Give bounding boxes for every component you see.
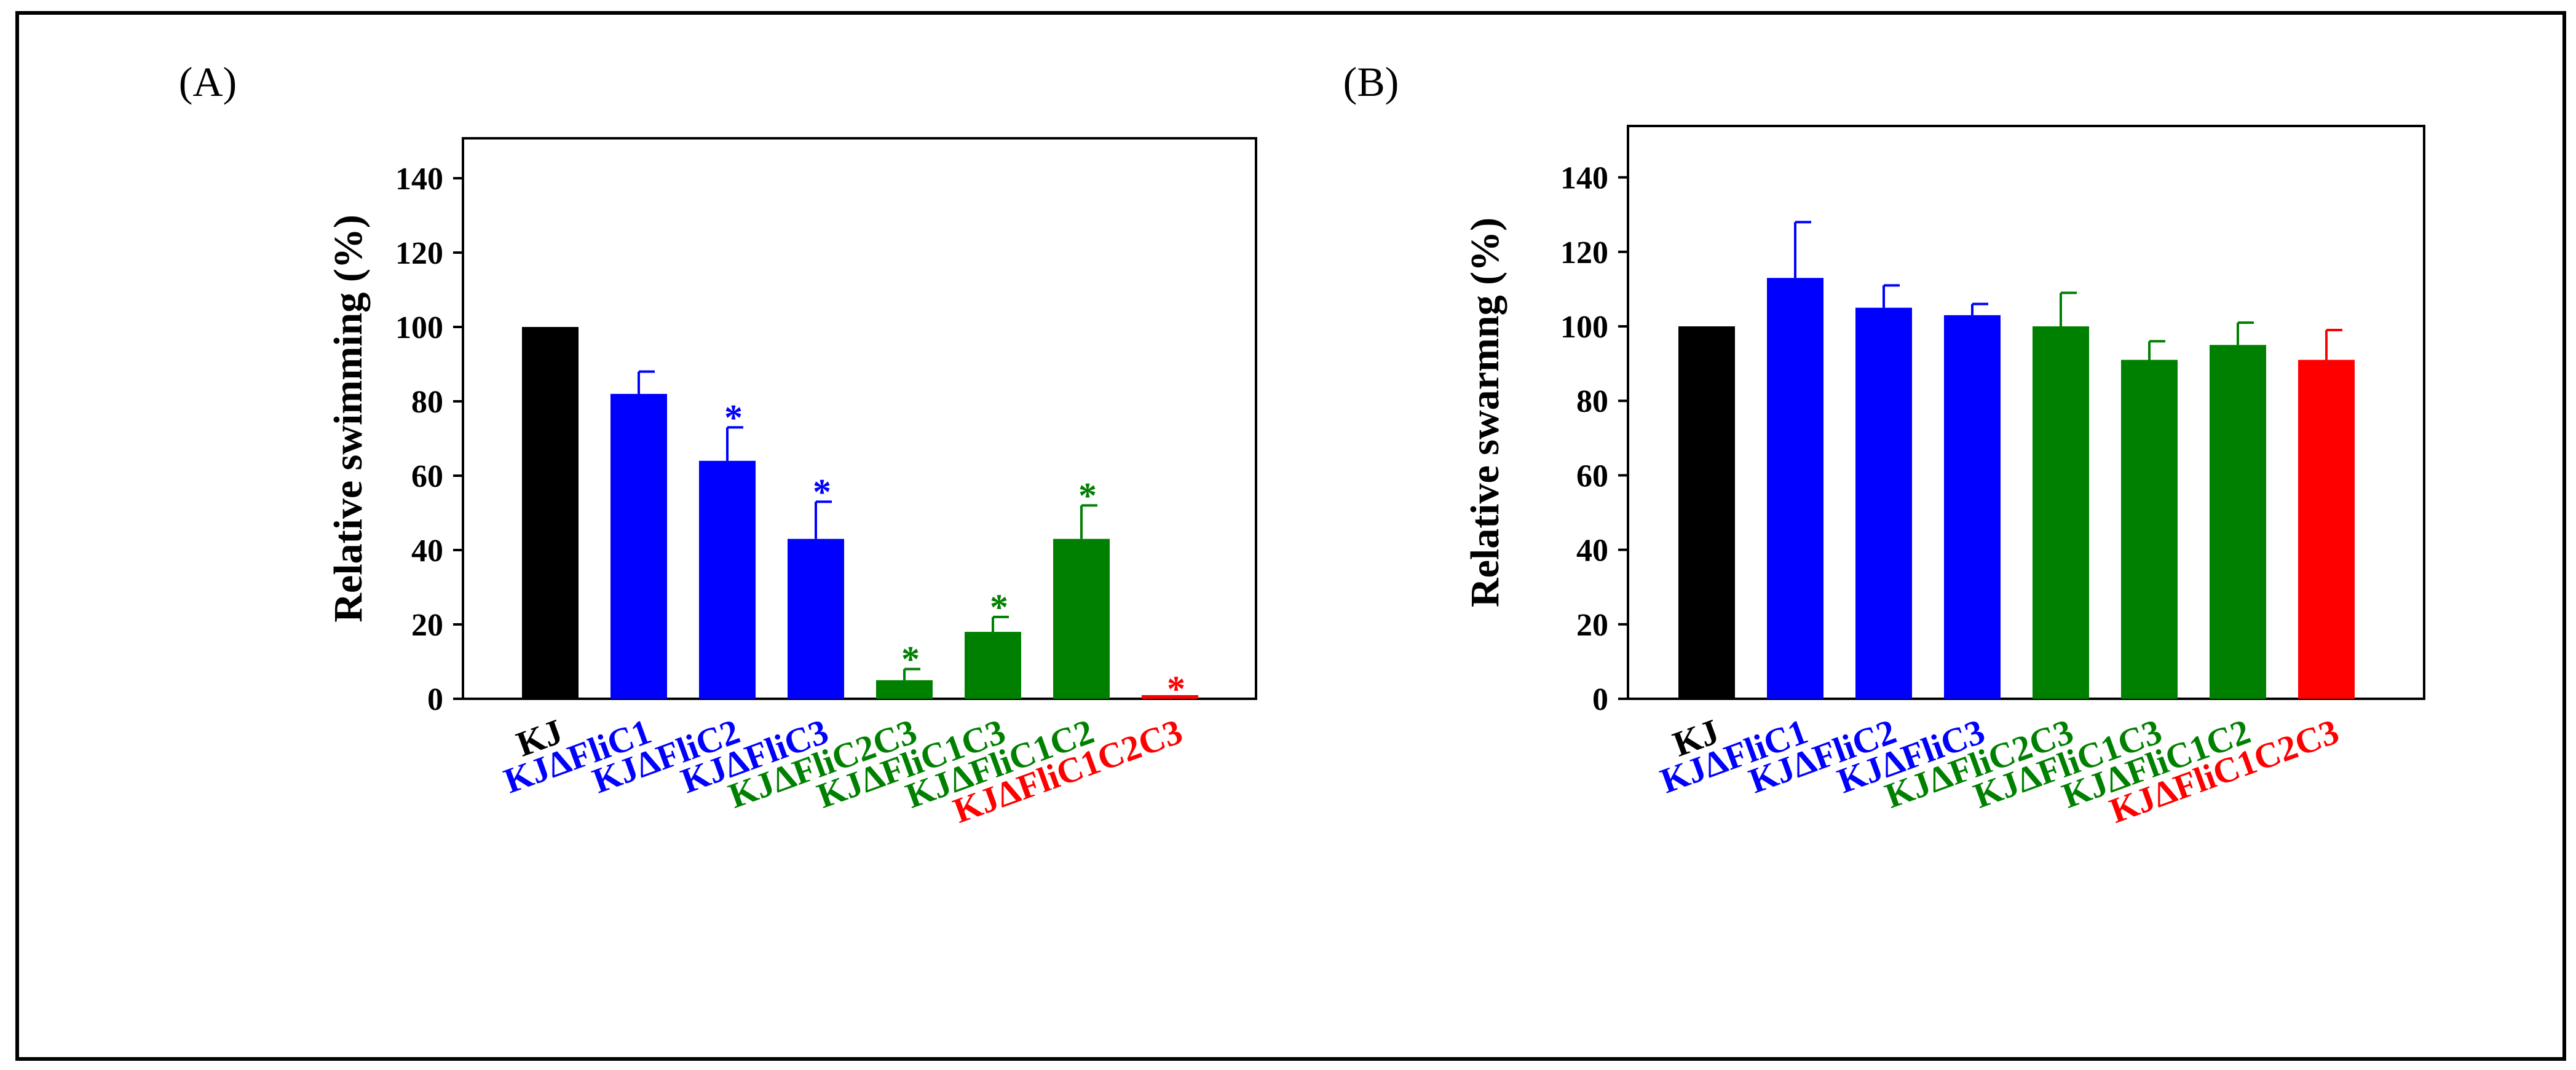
panel-b-y-tick-label: 20	[1576, 608, 1608, 643]
panel-a-bar	[610, 393, 667, 699]
panel-b-error-bar	[2237, 321, 2254, 345]
panel-b-y-tick-label: 100	[1560, 310, 1608, 345]
panel-a-bars	[522, 327, 1198, 699]
panel-a-plot-frame	[462, 137, 1257, 700]
panel-a-significance-star: *	[724, 397, 743, 438]
panel-b-error-bar	[2060, 291, 2077, 326]
panel-a-y-tick-label: 100	[395, 310, 443, 345]
panel-b-bar	[1767, 278, 1823, 699]
panel-b-error-bar	[2325, 329, 2342, 360]
panel-a-y-ticks: 0 20 40 60 80 100 120 140	[395, 162, 463, 717]
panel-b-bar	[1678, 326, 1735, 699]
panel-b-plot-frame	[1627, 125, 2425, 700]
panel-a-bar	[965, 632, 1021, 699]
panel-a-significance-star: *	[1078, 475, 1097, 516]
panel-a-y-tick-label: 80	[411, 385, 443, 420]
panel-a-y-tick-label: 60	[411, 459, 443, 494]
panel-b-bar	[2121, 360, 2178, 699]
panel-b: (B) Relative swarmng (%) 0 20 40 60 80 100 120…	[1343, 58, 2425, 831]
panel-a-bar	[699, 460, 756, 699]
panel-a-label: (A)	[179, 58, 237, 105]
panel-b-error-bar	[2148, 340, 2165, 360]
panel-b-bar	[1944, 315, 2001, 699]
panel-a: (A) Relative swimming (%) 0 20 40 60 80 100 12…	[179, 58, 1257, 831]
panel-a-significance-star: *	[813, 471, 831, 512]
panel-b-y-tick-label: 80	[1576, 384, 1608, 419]
panel-a-error-bar	[903, 667, 920, 680]
panel-b-error-bar	[1883, 284, 1900, 308]
panel-a-significance: * * * * * *	[724, 397, 1185, 709]
panel-b-y-tick-label: 140	[1560, 161, 1608, 196]
panel-b-bar	[2210, 345, 2266, 699]
panel-a-y-tick-label: 40	[411, 533, 443, 568]
panel-b-y-ticks: 0 20 40 60 80 100 120 140	[1560, 161, 1628, 717]
panel-a-error-bar	[815, 500, 832, 539]
panel-b-error-bars	[1794, 221, 2342, 360]
panel-a-bar	[1053, 538, 1110, 699]
panel-a-y-axis-title: Relative swimming (%)	[326, 214, 371, 623]
panel-a-error-bar	[1080, 504, 1097, 539]
panel-a-error-bar	[726, 426, 743, 461]
panel-a-significance-star: *	[990, 587, 1008, 627]
panel-a-error-bar	[992, 615, 1009, 632]
panel-b-y-tick-label: 120	[1560, 235, 1608, 270]
panel-a-bar	[1142, 695, 1198, 699]
panel-a-significance-star: *	[1167, 669, 1185, 709]
panel-b-y-tick-label: 0	[1592, 682, 1608, 717]
panel-b-x-labels: KJKJΔFliC1KJΔFliC2KJΔFliC3KJΔFliC2C3KJΔF…	[1655, 711, 2344, 831]
panel-a-error-bar	[638, 370, 655, 394]
panel-a-y-tick-label: 20	[411, 608, 443, 643]
panel-a-significance-star: *	[901, 639, 920, 680]
panel-b-error-bar	[1971, 302, 1988, 315]
panel-b-y-axis-title: Relative swarmng (%)	[1463, 218, 1507, 607]
panel-a-bar	[876, 680, 933, 699]
panel-b-y-tick-label: 60	[1576, 458, 1608, 494]
panel-a-error-bars	[638, 370, 1097, 680]
panel-a-bar	[522, 327, 579, 699]
panel-b-bar	[2033, 326, 2089, 699]
panel-b-error-bar	[1794, 221, 1811, 278]
panel-b-bar	[2298, 360, 2355, 699]
panel-a-bar	[788, 538, 844, 699]
panel-b-label: (B)	[1343, 58, 1399, 105]
panel-a-y-tick-label: 0	[427, 682, 443, 717]
panel-b-bars	[1678, 278, 2355, 699]
panel-a-y-tick-label: 140	[395, 162, 443, 197]
panel-b-y-tick-label: 40	[1576, 533, 1608, 568]
panel-b-bar	[1855, 307, 1912, 699]
panel-a-y-tick-label: 120	[395, 236, 443, 271]
